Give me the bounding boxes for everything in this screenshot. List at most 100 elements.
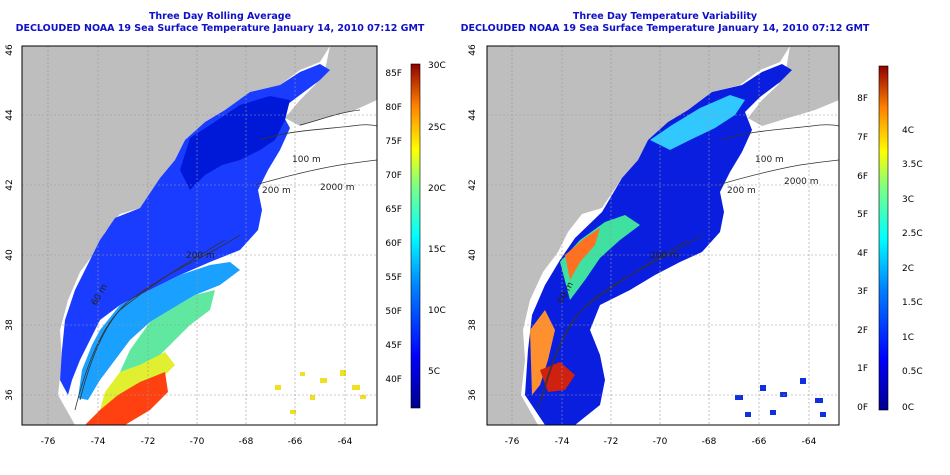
lat-tick-label: 36: [5, 389, 15, 401]
colorbar-tick-label: 1C: [902, 333, 914, 343]
left-land-novascotia: [285, 46, 377, 126]
right-map: 100 m 200 m 2000 m 60 m 200 m -76 -74 -7…: [468, 44, 840, 447]
right-depth-contours: [537, 124, 839, 411]
left-grid: [22, 46, 377, 425]
lon-tick-label: -64: [802, 437, 817, 447]
lat-tick-label: 40: [468, 249, 478, 261]
colorbar-tick-label: 45F: [385, 341, 402, 351]
lon-tick-label: -72: [604, 437, 619, 447]
colorbar-tick-label: 0C: [902, 403, 914, 413]
colorbar-tick-label: 3F: [857, 287, 868, 297]
colorbar-tick-label: 10C: [428, 306, 446, 316]
lon-tick-label: -64: [338, 437, 353, 447]
left-contour-label: 2000 m: [320, 183, 355, 193]
right-title: Three Day Temperature Variability: [572, 11, 758, 22]
colorbar-tick-label: 80F: [385, 103, 402, 113]
right-colorbar-c-ticks: 4C 3.5C 3C 2.5C 2C 1.5C 1C 0.5C 0C: [902, 126, 923, 413]
right-var-field-orange: [565, 228, 600, 280]
colorbar-tick-label: 1.5C: [902, 298, 923, 308]
right-contour-label: 100 m: [755, 155, 784, 165]
left-colorbar-f-ticks: 85F 80F 75F 70F 65F 60F 55F 50F 45F 40F: [385, 69, 402, 385]
lon-tick-label: -74: [555, 437, 570, 447]
right-lat-ticks: 46 44 42 40 38 36: [468, 44, 478, 401]
lon-tick-label: -76: [41, 437, 56, 447]
right-contour-label: 2000 m: [784, 177, 819, 187]
right-lon-ticks: -76 -74 -72 -70 -68 -66 -64: [505, 437, 817, 447]
colorbar-tick-label: 0F: [857, 403, 868, 413]
colorbar-tick-label: 6F: [857, 172, 868, 182]
right-colorbar: 8F 7F 6F 5F 4F 3F 2F 1F 0F 4C 3.5C 3C 2.…: [857, 65, 923, 413]
left-sst-field-hot: [85, 372, 168, 425]
right-var-field-base: [525, 64, 792, 425]
colorbar-tick-label: 5F: [857, 210, 868, 220]
left-subtitle: DECLOUDED NOAA 19 Sea Surface Temperatur…: [15, 23, 425, 34]
lon-tick-label: -68: [702, 437, 717, 447]
colorbar-tick-label: 30C: [428, 61, 446, 71]
left-panel-title: Three Day Rolling Average DECLOUDED NOAA…: [10, 11, 430, 35]
right-colorbar-f-ticks: 8F 7F 6F 5F 4F 3F 2F 1F 0F: [857, 94, 868, 413]
left-depth-contours: [74, 109, 377, 411]
colorbar-tick-label: 15C: [428, 245, 446, 255]
left-scattered-pixels: [275, 370, 366, 414]
right-land-mass: [487, 46, 790, 425]
lat-tick-label: 38: [5, 319, 15, 331]
lon-tick-label: -74: [91, 437, 106, 447]
colorbar-tick-label: 7F: [857, 133, 868, 143]
right-var-field-green: [560, 215, 640, 300]
lon-tick-label: -70: [190, 437, 205, 447]
left-contour-label: 100 m: [292, 155, 321, 165]
right-scattered-pixels: [735, 378, 826, 417]
left-lat-ticks: 46 44 42 40 38 36: [5, 44, 15, 401]
lon-tick-label: -66: [288, 437, 303, 447]
colorbar-tick-label: 25C: [428, 123, 446, 133]
lon-tick-label: -70: [653, 437, 668, 447]
lat-tick-label: 44: [5, 109, 15, 121]
colorbar-tick-label: 8F: [857, 94, 868, 104]
left-colorbar-ramp: [410, 63, 421, 409]
colorbar-tick-label: 2C: [902, 264, 914, 274]
lat-tick-label: 40: [5, 249, 15, 261]
colorbar-tick-label: 70F: [385, 171, 402, 181]
right-var-field-coast-warm: [530, 310, 555, 395]
lon-tick-label: -76: [505, 437, 520, 447]
right-var-field-cyan: [650, 95, 745, 150]
colorbar-tick-label: 4F: [857, 249, 868, 259]
right-subtitle: DECLOUDED NOAA 19 Sea Surface Temperatur…: [460, 23, 870, 34]
right-grid: [487, 46, 839, 425]
colorbar-tick-label: 20C: [428, 184, 446, 194]
colorbar-tick-label: 65F: [385, 205, 402, 215]
left-lon-ticks: -76 -74 -72 -70 -68 -66 -64: [41, 437, 353, 447]
colorbar-tick-label: 75F: [385, 137, 402, 147]
colorbar-tick-label: 50F: [385, 307, 402, 317]
right-var-field-red-patch: [540, 362, 575, 392]
colorbar-tick-label: 0.5C: [902, 367, 923, 377]
left-colorbar-c-ticks: 30C 25C 20C 15C 10C 5C: [428, 61, 446, 377]
colorbar-tick-label: 3.5C: [902, 160, 923, 170]
lat-tick-label: 46: [5, 44, 15, 56]
colorbar-tick-label: 4C: [902, 126, 914, 136]
colorbar-tick-label: 55F: [385, 273, 402, 283]
colorbar-tick-label: 2.5C: [902, 229, 923, 239]
colorbar-tick-label: 60F: [385, 239, 402, 249]
right-panel-title: Three Day Temperature Variability DECLOU…: [455, 11, 875, 35]
lat-tick-label: 46: [468, 44, 478, 56]
colorbar-tick-label: 2F: [857, 326, 868, 336]
lat-tick-label: 38: [468, 319, 478, 331]
right-map-frame: [486, 45, 840, 426]
left-map-frame: [21, 45, 378, 426]
colorbar-tick-label: 1F: [857, 364, 868, 374]
lon-tick-label: -66: [752, 437, 767, 447]
lon-tick-label: -72: [141, 437, 156, 447]
right-contour-label: 200 m: [650, 251, 679, 261]
lat-tick-label: 42: [5, 179, 15, 190]
lon-tick-label: -68: [239, 437, 254, 447]
left-contour-label: 200 m: [186, 251, 215, 261]
colorbar-tick-label: 5C: [428, 367, 440, 377]
colorbar-tick-label: 85F: [385, 69, 402, 79]
left-sst-field-mid: [78, 262, 240, 400]
left-title: Three Day Rolling Average: [148, 11, 292, 22]
colorbar-tick-label: 3C: [902, 195, 914, 205]
left-sst-field-deep-blue: [180, 96, 290, 190]
colorbar-tick-label: 40F: [385, 375, 402, 385]
right-colorbar-ramp: [878, 65, 889, 411]
